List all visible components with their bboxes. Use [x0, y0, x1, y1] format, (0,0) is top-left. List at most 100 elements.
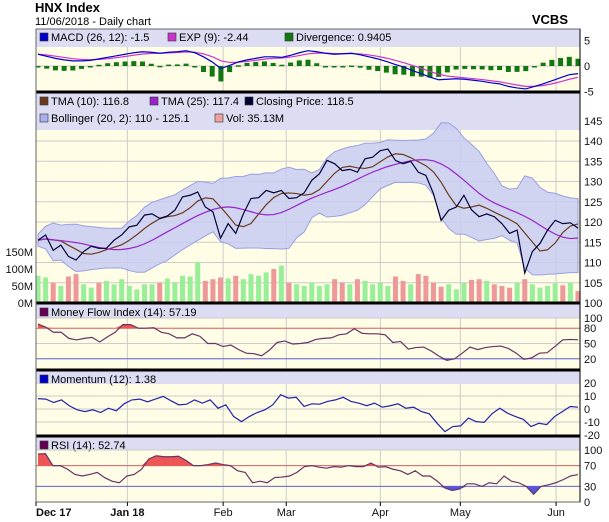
legend-swatch: [39, 307, 49, 317]
legend-label-price: Bollinger (20, 2): 110 - 125.1: [51, 113, 190, 125]
legend-swatch: [214, 113, 224, 123]
divergence-bar: [566, 56, 572, 66]
legend-swatch: [284, 32, 294, 42]
bollinger-band: [37, 122, 579, 276]
volume-bar: [294, 284, 300, 303]
x-axis-label: May: [450, 507, 471, 519]
brand-label: VCBS: [532, 12, 568, 27]
volume-bar: [347, 284, 353, 303]
volume-bar: [111, 284, 117, 303]
volume-bar: [469, 279, 475, 303]
divergence-bar: [470, 66, 476, 70]
divergence-bar: [418, 66, 424, 77]
divergence-bar: [148, 63, 154, 66]
volume-bar: [415, 274, 421, 303]
divergence-bar: [87, 66, 93, 68]
divergence-bar: [366, 66, 372, 70]
volume-bar: [180, 275, 186, 303]
divergence-bar: [305, 59, 311, 66]
x-axis-label: Jun: [547, 507, 565, 519]
divergence-bar: [453, 66, 459, 70]
volume-bar: [408, 284, 414, 303]
momentum-line: [37, 393, 579, 433]
divergence-bar: [244, 62, 250, 66]
legend-label-price: TMA (25): 117.4: [161, 96, 239, 108]
volume-bar: [134, 289, 140, 303]
legend-label-rsi: RSI (14): 52.74: [51, 440, 126, 452]
divergence-bar: [113, 62, 119, 66]
volume-bar: [446, 284, 452, 303]
legend-swatch: [39, 440, 49, 450]
divergence-bar: [514, 66, 520, 72]
chart-title: HNX Index: [35, 0, 101, 15]
volume-bar: [141, 284, 147, 303]
mfi_axis-tick-label: 80: [584, 323, 596, 335]
volume-bar: [240, 279, 246, 303]
volume-tick-label: 0M: [18, 298, 33, 310]
volume-bar: [560, 285, 566, 303]
rsi_axis-tick-label: 100: [584, 445, 602, 457]
divergence-bar: [209, 66, 215, 77]
volume-bar: [567, 282, 573, 303]
legend-label-macd: MACD (26, 12): -1.5: [51, 32, 149, 44]
volume-bar: [392, 276, 398, 303]
price_axis-tick-label: 140: [584, 136, 602, 148]
volume-tick-label: 100M: [5, 264, 33, 276]
volume-bar: [377, 282, 383, 303]
volume-tick-label: 150M: [5, 247, 33, 259]
price-legend-bar: [36, 93, 580, 130]
rsi-line: [37, 453, 579, 496]
macd_axis-tick-label: -5: [584, 87, 594, 99]
volume-bar: [438, 286, 444, 303]
legend-label-momentum: Momentum (12): 1.38: [51, 374, 156, 386]
volume-bar: [354, 279, 360, 303]
volume-bar: [35, 275, 41, 303]
volume-bar: [157, 282, 163, 303]
divergence-bar: [322, 66, 328, 68]
price_axis-tick-label: 110: [584, 258, 602, 270]
macd-signal-line: [37, 51, 579, 87]
macd_axis-tick-label: 0: [584, 61, 590, 73]
volume-bar: [96, 282, 102, 303]
divergence-bar: [35, 66, 41, 68]
legend-label-macd: Divergence: 0.9405: [296, 32, 391, 44]
rsi_axis-tick-label: 0: [584, 497, 590, 509]
momentum_axis-tick-label: -10: [584, 417, 600, 429]
volume-bar: [256, 275, 262, 303]
volume-bar: [149, 284, 155, 303]
divergence-bar: [174, 64, 180, 66]
divergence-bar: [505, 66, 511, 72]
volume-bar: [514, 282, 520, 303]
divergence-bar: [392, 66, 398, 75]
mfi-oversold-fill: [38, 358, 578, 361]
price_axis-tick-label: 130: [584, 177, 602, 189]
legend-label-price: Vol: 35.13M: [226, 113, 284, 125]
volume-bar: [575, 291, 581, 303]
volume-bar: [263, 272, 269, 303]
tma-10-line: [37, 153, 579, 255]
mfi_axis-tick-label: 100: [584, 313, 602, 325]
price_axis-tick-label: 115: [584, 237, 602, 249]
divergence-bar: [140, 61, 146, 66]
divergence-bar: [549, 59, 555, 66]
volume-bar: [65, 276, 71, 303]
legend-label-mfi: Money Flow Index (14): 57.19: [51, 307, 197, 319]
volume-bar: [164, 278, 170, 303]
volume-bar: [461, 282, 467, 303]
mfi-line: [37, 323, 579, 361]
volume-bar: [476, 279, 482, 303]
divergence-bar: [279, 64, 285, 67]
legend-swatch: [167, 32, 177, 42]
volume-bar: [484, 280, 490, 303]
volume-bar: [218, 277, 224, 303]
volume-bar: [202, 280, 208, 303]
volume-bar: [491, 284, 497, 303]
volume-bar: [58, 286, 64, 303]
volume-bar: [453, 289, 459, 303]
volume-bar: [362, 280, 368, 303]
closing-price-line: [37, 148, 579, 276]
volume-bar: [545, 286, 551, 303]
divergence-bar: [462, 66, 468, 69]
